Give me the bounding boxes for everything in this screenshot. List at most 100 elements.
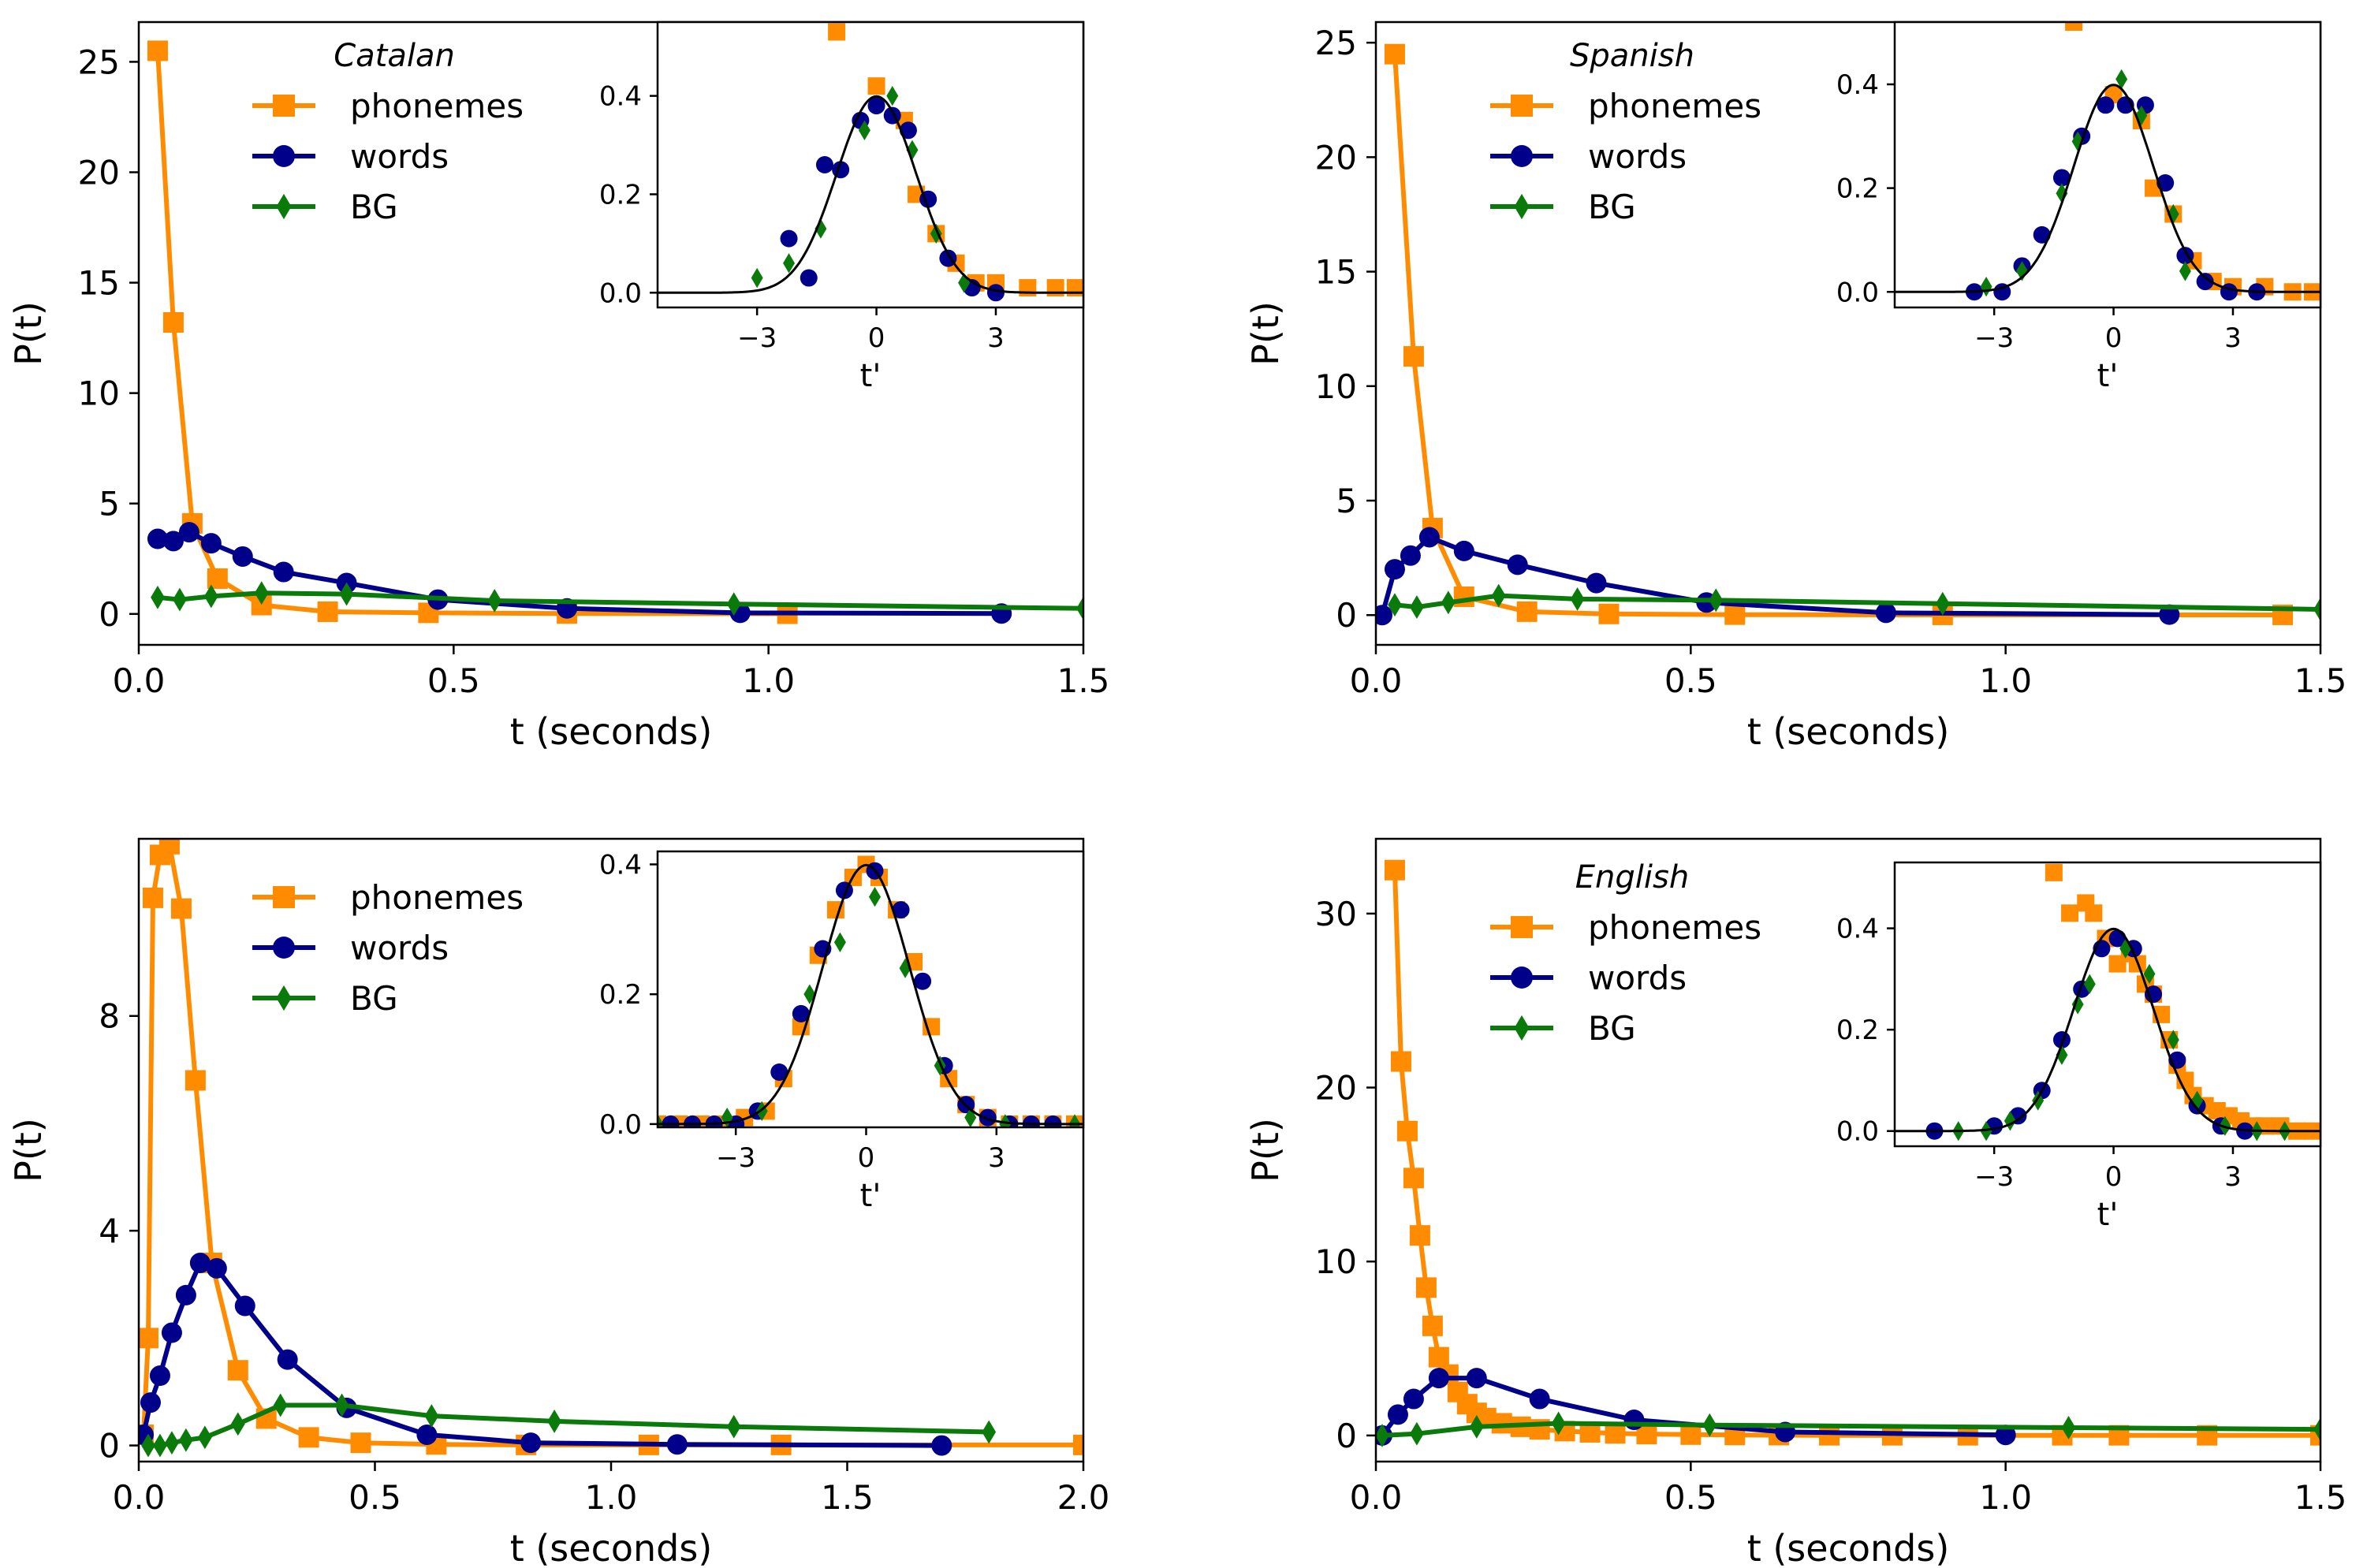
gaussian-fit-curve	[658, 95, 1083, 294]
legend-marker-phonemes	[1511, 95, 1533, 117]
y-tick-label: 20	[1315, 138, 1357, 177]
x-tick-label: 0.0	[113, 1478, 166, 1517]
data-point-words	[1623, 1410, 1645, 1431]
legend-label-phonemes: phonemes	[1588, 87, 1761, 125]
y-tick-label: 20	[78, 153, 120, 192]
y-tick-label: 10	[1315, 367, 1357, 406]
data-point-phonemes	[1516, 601, 1538, 622]
data-point-words	[1586, 572, 1607, 594]
inset-background	[1895, 862, 2320, 1146]
data-point-bg	[2061, 1416, 2076, 1440]
data-point-bg	[198, 1425, 212, 1450]
inset-x-tick-label: 0	[2105, 1161, 2123, 1193]
data-point-bg	[1469, 1414, 1484, 1439]
y-tick-label: 0	[99, 1427, 120, 1466]
legend-marker-phonemes	[273, 886, 295, 908]
data-point-phonemes	[1415, 1277, 1437, 1298]
data-point-words	[931, 1435, 952, 1456]
data-point-words	[162, 531, 184, 552]
inset-point-phonemes	[828, 23, 846, 41]
inset-x-tick-label: 3	[988, 1142, 1005, 1174]
legend-label-phonemes: phonemes	[1588, 908, 1761, 947]
x-tick-label: 0.5	[427, 661, 480, 700]
y-tick-label: 25	[78, 43, 120, 81]
data-point-phonemes	[158, 839, 180, 855]
x-tick-label: 1.0	[742, 661, 795, 700]
inset-point-phonemes	[658, 1115, 666, 1127]
data-point-phonemes	[1428, 1346, 1449, 1368]
inset-y-tick-label: 0.0	[1836, 277, 1879, 308]
inset-plot-area	[1895, 863, 2320, 1142]
legend-label-bg: BG	[1588, 1009, 1636, 1048]
axes-frame	[1374, 20, 2322, 646]
data-point-bg	[141, 1433, 155, 1458]
data-point-words	[1466, 1368, 1487, 1389]
legend-label-phonemes: phonemes	[350, 87, 524, 125]
x-tick-label: 0.0	[1350, 661, 1403, 700]
inset-point-phonemes	[2085, 904, 2103, 922]
inset-point-bg	[2056, 183, 2068, 203]
data-point-bg	[2313, 1417, 2320, 1442]
inset-point-bg	[2071, 994, 2084, 1015]
series-line-words	[1380, 534, 2170, 617]
data-point-words	[232, 546, 253, 567]
data-point-words	[1384, 559, 1405, 580]
y-axis-label: P(t)	[7, 301, 50, 366]
gaussian-fit-curve	[1895, 927, 2320, 1133]
panel-2: 0.0 0.5 1.0 1.5 0 5 10 15 20 25 t (seconds) P(t) Spa…	[1244, 20, 2346, 753]
data-point-bg	[1709, 588, 1724, 613]
plot-area	[147, 40, 1083, 624]
inset-point-words	[867, 97, 885, 115]
inset-point-phonemes	[2061, 904, 2079, 922]
data-point-bg	[151, 585, 165, 609]
data-point-phonemes	[1724, 604, 1746, 625]
legend-marker-words	[1511, 966, 1533, 989]
inset-plot-area	[658, 855, 1083, 1127]
data-point-bg	[179, 1428, 193, 1452]
inset-frame	[1893, 20, 2322, 309]
inset-point-words	[2220, 283, 2238, 301]
inset-x-tick-label: −3	[737, 322, 777, 354]
legend-label-phonemes: phonemes	[350, 878, 524, 917]
inset-plot-area	[1895, 22, 2320, 301]
inset-point-phonemes	[792, 1018, 810, 1036]
legend-label-words: words	[1588, 137, 1687, 176]
data-point-phonemes	[1403, 346, 1424, 367]
data-point-phonemes	[142, 887, 163, 908]
inset-x-axis-label: t'	[860, 1178, 882, 1214]
inset-point-words	[800, 269, 818, 287]
data-point-words	[520, 1432, 542, 1454]
x-tick-label: 1.0	[1979, 1478, 2032, 1517]
data-point-words	[1529, 1388, 1550, 1410]
inset-point-bg	[2179, 261, 2191, 281]
inset-point-bg	[783, 253, 796, 274]
data-point-words	[1400, 545, 1421, 566]
data-point-bg	[1702, 1413, 1717, 1437]
data-point-bg	[1441, 590, 1456, 615]
data-point-phonemes	[1680, 1424, 1702, 1445]
y-tick-label: 0	[99, 595, 120, 634]
data-point-phonemes	[1396, 1120, 1418, 1142]
inset-point-words	[978, 1108, 997, 1127]
inset-x-tick-label: 0	[868, 322, 885, 354]
data-point-bg	[334, 1393, 349, 1417]
gaussian-fit-curve	[1895, 84, 2320, 293]
inset-point-bg	[2056, 1045, 2068, 1065]
inset-point-phonemes	[2065, 22, 2083, 31]
inset-point-words	[2052, 169, 2071, 187]
data-point-words	[1387, 1404, 1408, 1425]
legend: English phonemes words BG	[1490, 859, 1761, 1048]
data-point-words	[149, 1365, 170, 1387]
inset-point-bg	[755, 1101, 768, 1122]
data-point-phonemes	[350, 1432, 371, 1454]
inset-y-tick-label: 0.0	[599, 1109, 642, 1141]
inset-x-tick-label: 0	[2105, 322, 2123, 354]
data-point-bg	[1935, 591, 1950, 616]
data-point-phonemes	[170, 898, 192, 919]
data-point-phonemes	[1422, 1315, 1443, 1336]
inset-point-bg	[964, 1107, 977, 1127]
data-point-bg	[1410, 595, 1424, 620]
data-point-phonemes	[1390, 1051, 1411, 1072]
y-tick-label: 15	[1315, 253, 1357, 292]
data-point-bg	[1551, 1411, 1566, 1436]
